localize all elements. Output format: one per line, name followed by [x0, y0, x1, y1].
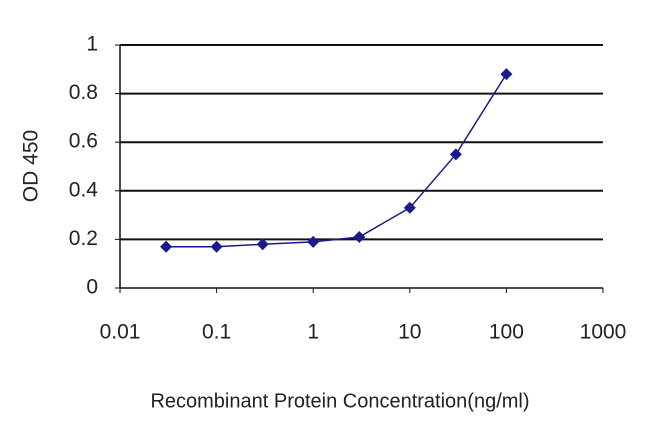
- x-tick-label: 10: [398, 321, 421, 344]
- x-tick-label: 0.01: [100, 321, 141, 344]
- y-tick-label: 0.6: [69, 130, 98, 153]
- y-axis-label: OD 450: [20, 130, 43, 202]
- data-point: [210, 240, 223, 253]
- data-point: [353, 230, 366, 243]
- series-line: [166, 73, 508, 248]
- data-point: [307, 235, 320, 248]
- data-point: [256, 238, 269, 251]
- data-point: [403, 201, 416, 214]
- x-tick-label: 100: [489, 321, 524, 344]
- data-point: [449, 148, 462, 161]
- y-tick-label: 0.4: [69, 178, 99, 201]
- x-tick-label: 1: [307, 321, 319, 344]
- y-tick-label: 0: [86, 276, 98, 299]
- data-point: [500, 68, 513, 81]
- y-tick-label: 0.8: [69, 81, 98, 104]
- data-point: [160, 240, 173, 253]
- y-tick-label: 1: [86, 33, 98, 56]
- y-tick-label: 0.2: [69, 227, 98, 250]
- x-tick-label: 1000: [580, 321, 627, 344]
- x-tick-label: 0.1: [202, 321, 231, 344]
- x-axis-label: Recombinant Protein Concentration(ng/ml): [150, 390, 529, 412]
